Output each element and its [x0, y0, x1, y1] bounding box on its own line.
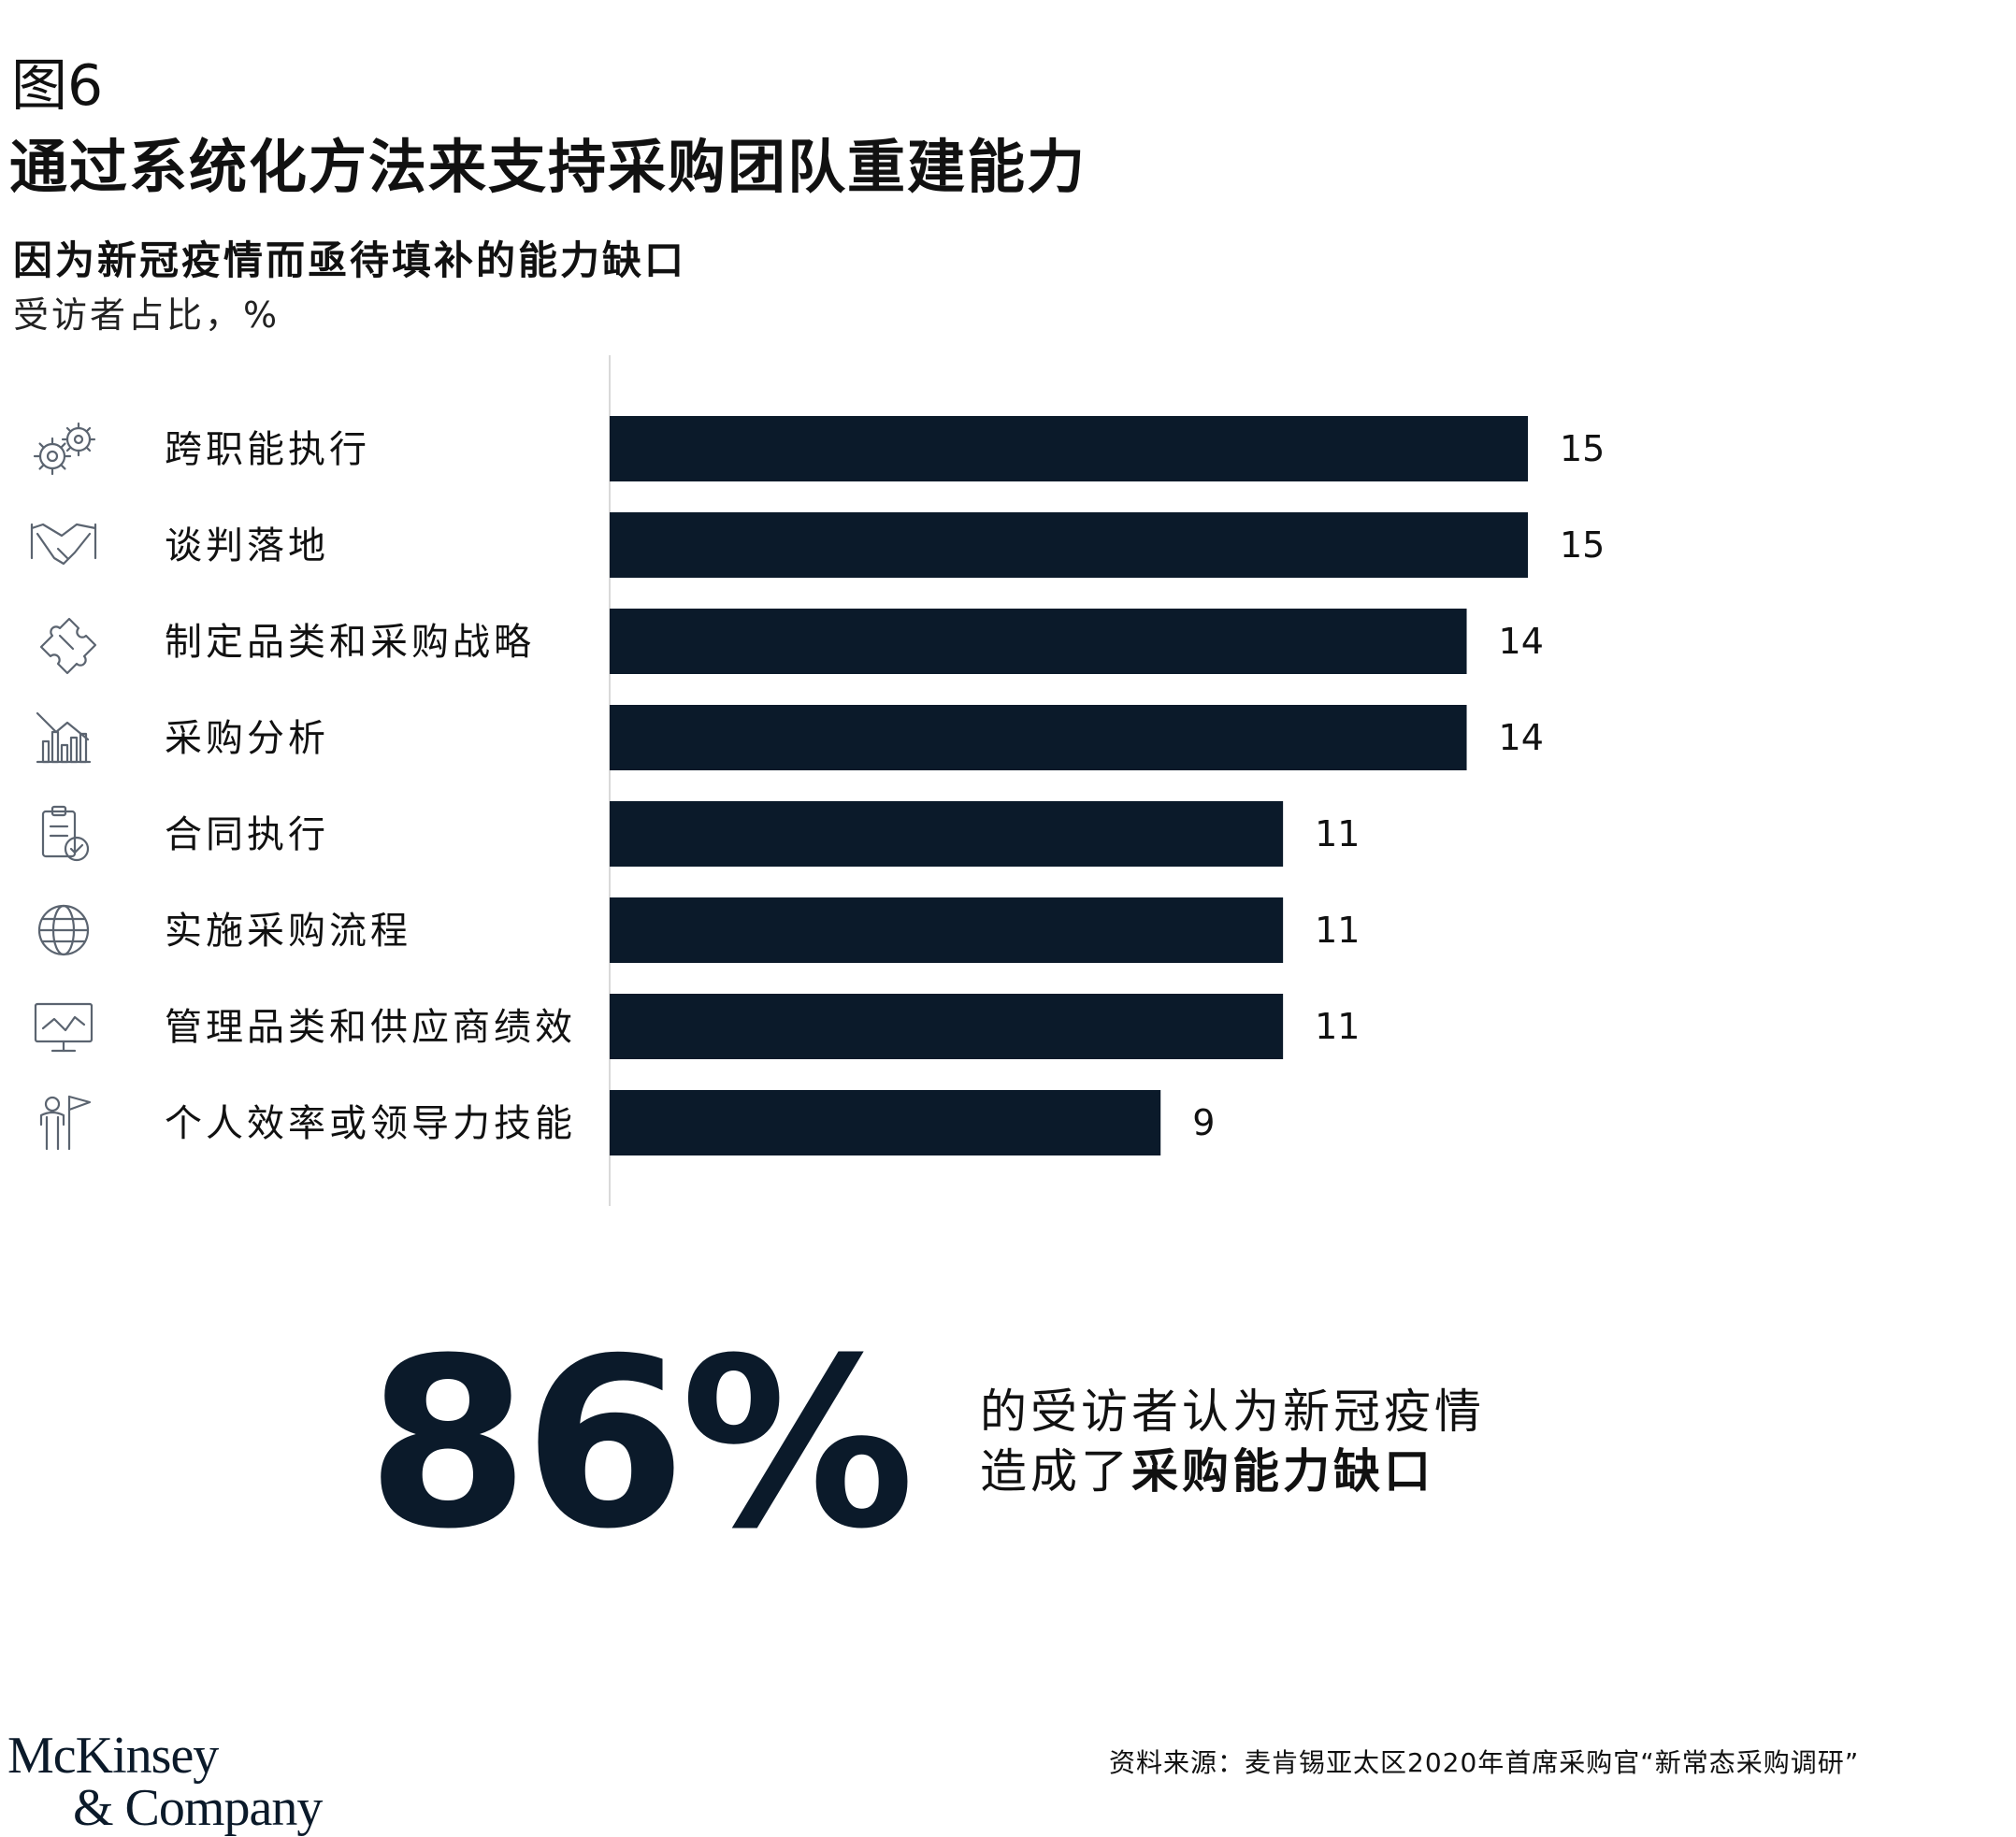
bar [610, 512, 1528, 578]
category-label: 谈判落地 [165, 524, 329, 567]
bar-chart: 跨职能执行 15 谈判落地 15 制定品类和采购战略 14 采购分析 14 合同执行 11 实施采购… [30, 355, 1605, 1206]
callout-line-2-prefix: 造成了 [980, 1444, 1131, 1499]
bar [610, 609, 1467, 674]
bar [610, 897, 1284, 963]
person-flag-icon [39, 1095, 92, 1151]
bar-value-label: 11 [1315, 910, 1360, 951]
bar-value-label: 11 [1315, 1006, 1360, 1047]
mckinsey-logo: McKinsey & Company [7, 1727, 323, 1837]
clipboard-check-icon [41, 805, 90, 862]
puzzle-icon [39, 617, 97, 675]
gears-icon [33, 422, 96, 476]
bar-value-label: 15 [1560, 428, 1605, 469]
category-label: 采购分析 [165, 717, 329, 760]
monitor-chart-icon [34, 1002, 94, 1053]
logo-line-1: McKinsey [7, 1727, 219, 1785]
bar [610, 801, 1284, 867]
category-label: 实施采购流程 [165, 910, 411, 953]
chart-subtitle: 因为新冠疫情而亟待填补的能力缺口 [13, 237, 687, 283]
bar [610, 994, 1284, 1059]
figure-label: 图6 [11, 53, 104, 119]
bar [610, 705, 1467, 770]
callout-text: 的受访者认为新冠疫情 造成了采购能力缺口 [980, 1382, 1485, 1501]
category-label: 管理品类和供应商绩效 [165, 1006, 576, 1049]
bar-value-label: 14 [1499, 717, 1544, 758]
bar-chart-icon [36, 711, 92, 764]
category-label: 合同执行 [165, 813, 329, 856]
bar-value-label: 15 [1560, 524, 1605, 566]
category-label: 制定品类和采购战略 [165, 621, 535, 664]
category-label: 跨职能执行 [165, 428, 370, 471]
bar [610, 1090, 1161, 1155]
bar-value-label: 9 [1192, 1102, 1215, 1143]
bar [610, 416, 1528, 481]
bar-value-label: 11 [1315, 813, 1360, 854]
category-label: 个人效率或领导力技能 [165, 1102, 576, 1145]
source-note: 资料来源：麦肯锡亚太区2020年首席采购官“新常态采购调研” [1109, 1747, 1860, 1778]
globe-icon [37, 904, 90, 956]
logo-line-2: & Company [73, 1779, 323, 1837]
callout-line-1: 的受访者认为新冠疫情 [980, 1385, 1485, 1439]
handshake-icon [30, 523, 97, 566]
bar-value-label: 14 [1499, 621, 1544, 662]
page-title: 通过系统化方法来支持采购团队重建能力 [9, 133, 1087, 201]
chart-unit: 受访者占比，% [13, 294, 281, 336]
callout-percentage: 86% [367, 1308, 914, 1580]
callout-line-2-bold: 采购能力缺口 [1131, 1444, 1434, 1499]
callout-line-2: 造成了采购能力缺口 [980, 1442, 1485, 1501]
